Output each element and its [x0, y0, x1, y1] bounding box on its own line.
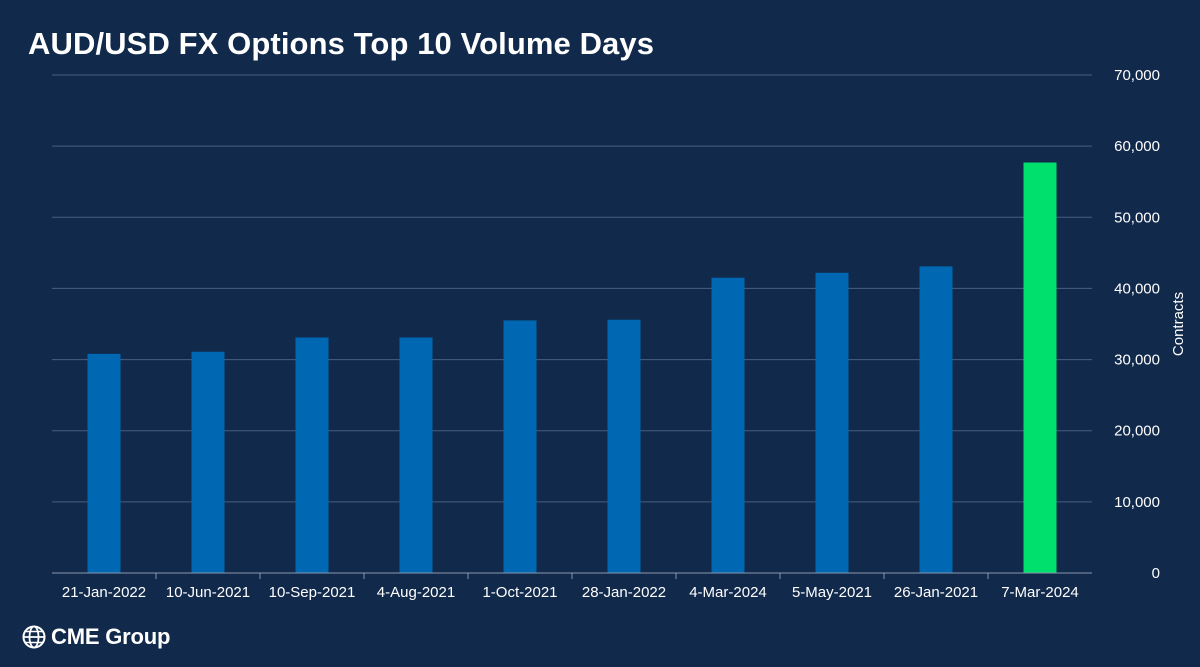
- x-tick-label: 4-Aug-2021: [377, 584, 455, 601]
- gridlines: [52, 74, 1092, 503]
- y-axis-label: Contracts: [1170, 292, 1187, 356]
- bar: [399, 337, 433, 573]
- x-tick-label: 10-Jun-2021: [166, 584, 250, 601]
- x-tick-label: 26-Jan-2021: [894, 584, 978, 601]
- y-tick-label: 30,000: [1114, 352, 1160, 369]
- y-tick-label: 10,000: [1114, 494, 1160, 511]
- chart-title: AUD/USD FX Options Top 10 Volume Days: [28, 26, 655, 61]
- bar: [295, 337, 329, 573]
- bar: [711, 277, 745, 573]
- bar: [191, 351, 225, 573]
- x-axis-tick-labels: 21-Jan-2022 10-Jun-2021 10-Sep-2021 4-Aug-2…: [62, 573, 1079, 601]
- cme-group-logo: CME Group: [22, 624, 170, 650]
- y-tick-label: 20,000: [1114, 423, 1160, 440]
- x-tick-label: 1-Oct-2021: [482, 584, 557, 601]
- logo-text: CME Group: [51, 624, 171, 649]
- x-tick-label: 21-Jan-2022: [62, 584, 146, 601]
- bar: [815, 272, 849, 573]
- x-tick-label: 7-Mar-2024: [1001, 584, 1079, 601]
- bar: [503, 320, 537, 573]
- x-tick-label: 5-May-2021: [792, 584, 872, 601]
- globe-icon: [22, 625, 46, 649]
- bar: [1023, 162, 1057, 573]
- x-tick-label: 10-Sep-2021: [269, 584, 356, 601]
- y-tick-label: 40,000: [1114, 280, 1160, 297]
- y-tick-label: 60,000: [1114, 138, 1160, 155]
- bar: [87, 353, 121, 573]
- bars: [87, 162, 1057, 573]
- x-tick-label: 4-Mar-2024: [689, 584, 767, 601]
- y-tick-label: 50,000: [1114, 209, 1160, 226]
- bar: [919, 266, 953, 573]
- y-axis-tick-labels: 0 10,000 20,000 30,000 40,000 50,000 60,000 70,…: [1114, 67, 1160, 582]
- y-tick-label: 70,000: [1114, 67, 1160, 84]
- y-tick-label: 0: [1152, 565, 1160, 582]
- bar: [607, 319, 641, 573]
- x-tick-label: 28-Jan-2022: [582, 584, 666, 601]
